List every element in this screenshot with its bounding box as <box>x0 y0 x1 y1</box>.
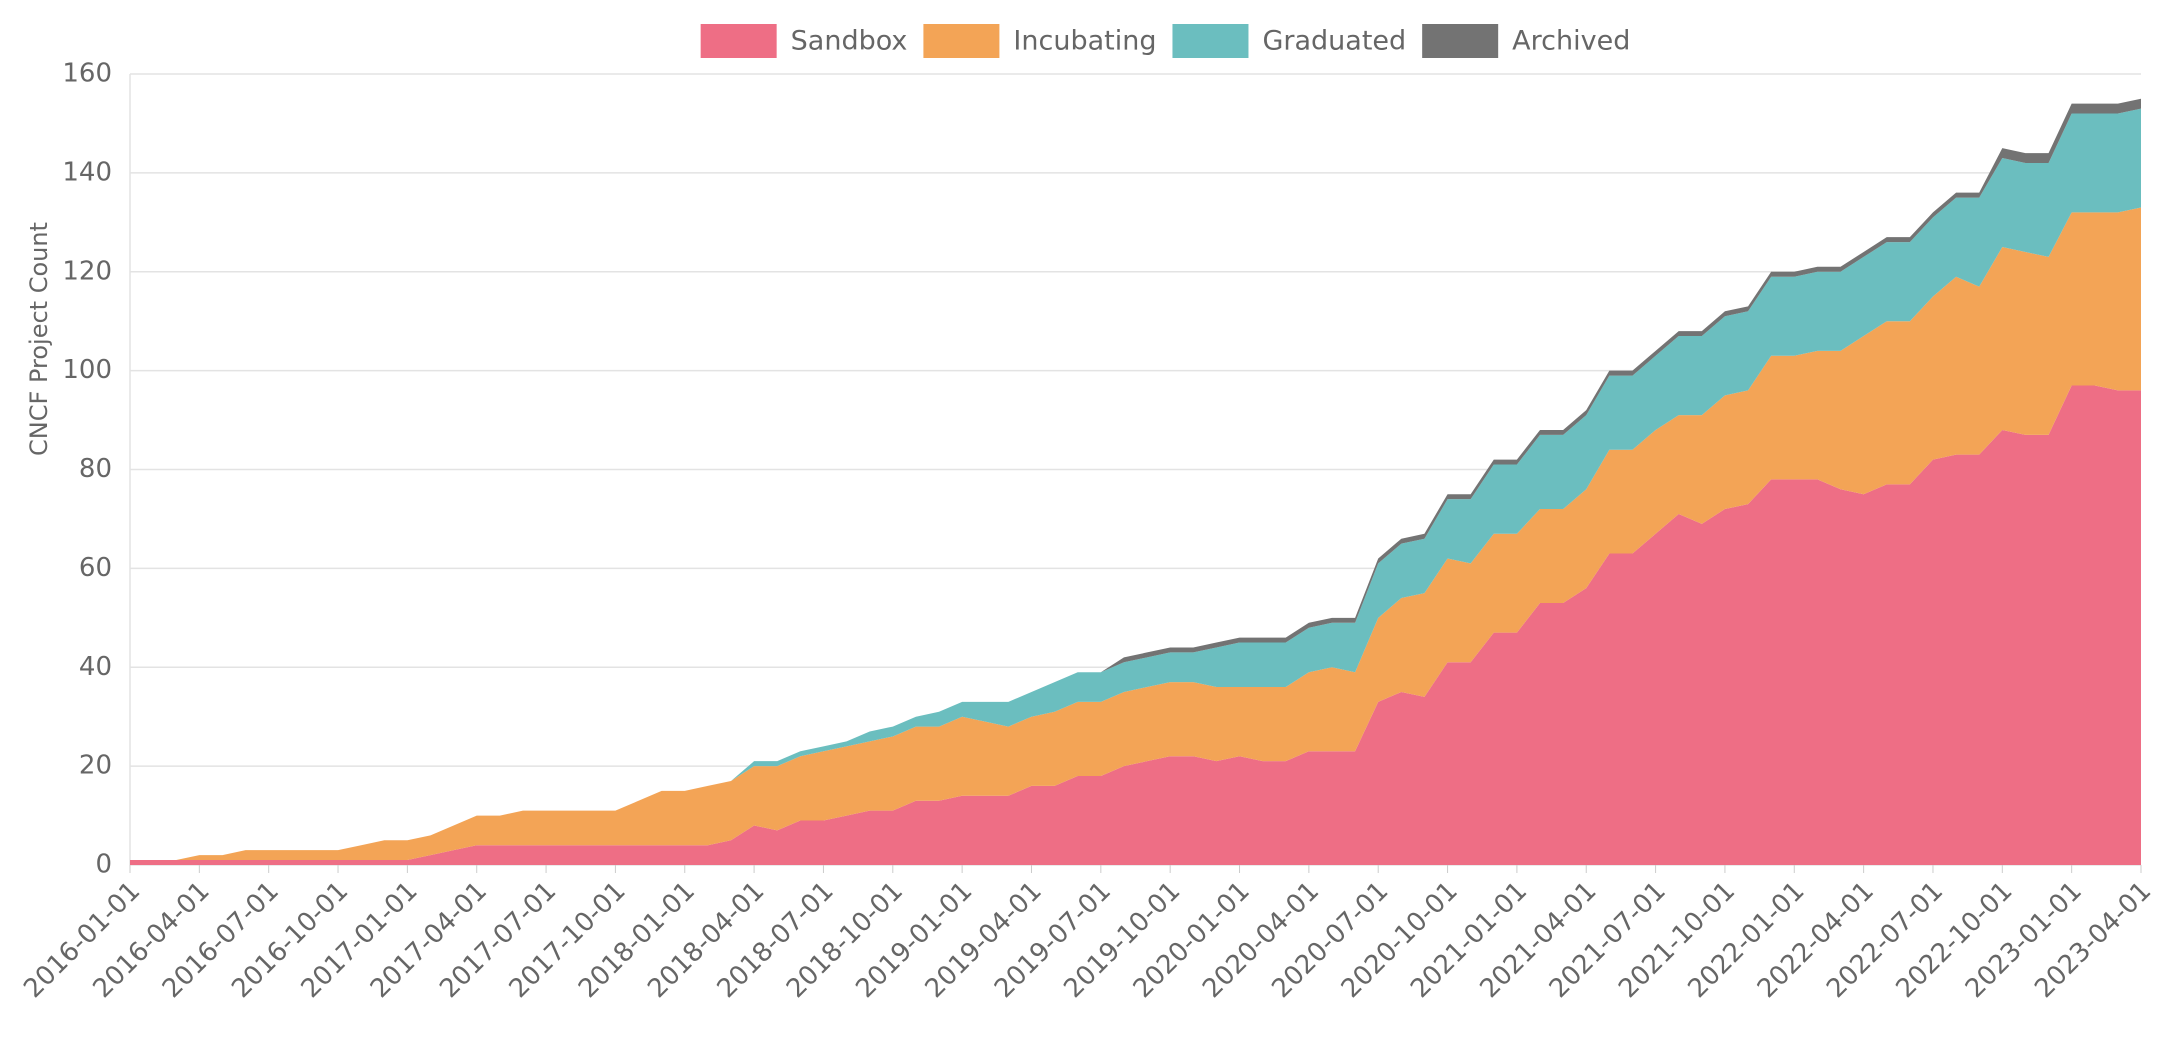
legend-swatch <box>700 24 777 58</box>
y-tick-label: 20 <box>79 751 112 781</box>
y-tick-label: 160 <box>62 59 112 89</box>
legend-swatch <box>1172 24 1249 58</box>
y-tick-label: 60 <box>79 553 112 583</box>
legend-swatch <box>923 24 1000 58</box>
legend-label: Incubating <box>1013 26 1156 57</box>
y-tick-label: 0 <box>95 850 112 880</box>
y-tick-label: 120 <box>62 256 112 286</box>
area <box>130 385 2141 865</box>
y-tick-label: 140 <box>62 157 112 187</box>
legend-label: Sandbox <box>791 26 908 57</box>
legend-label: Graduated <box>1262 26 1406 57</box>
legend: Sandbox Incubating Graduated Archived <box>700 24 1630 58</box>
legend-swatch <box>1422 24 1499 58</box>
y-axis-label: CNCF Project Count <box>25 222 53 456</box>
legend-label: Archived <box>1512 26 1630 57</box>
y-tick-label: 80 <box>79 454 112 484</box>
y-tick-label: 40 <box>79 652 112 682</box>
area <box>130 207 2141 861</box>
y-tick-label: 100 <box>62 355 112 385</box>
